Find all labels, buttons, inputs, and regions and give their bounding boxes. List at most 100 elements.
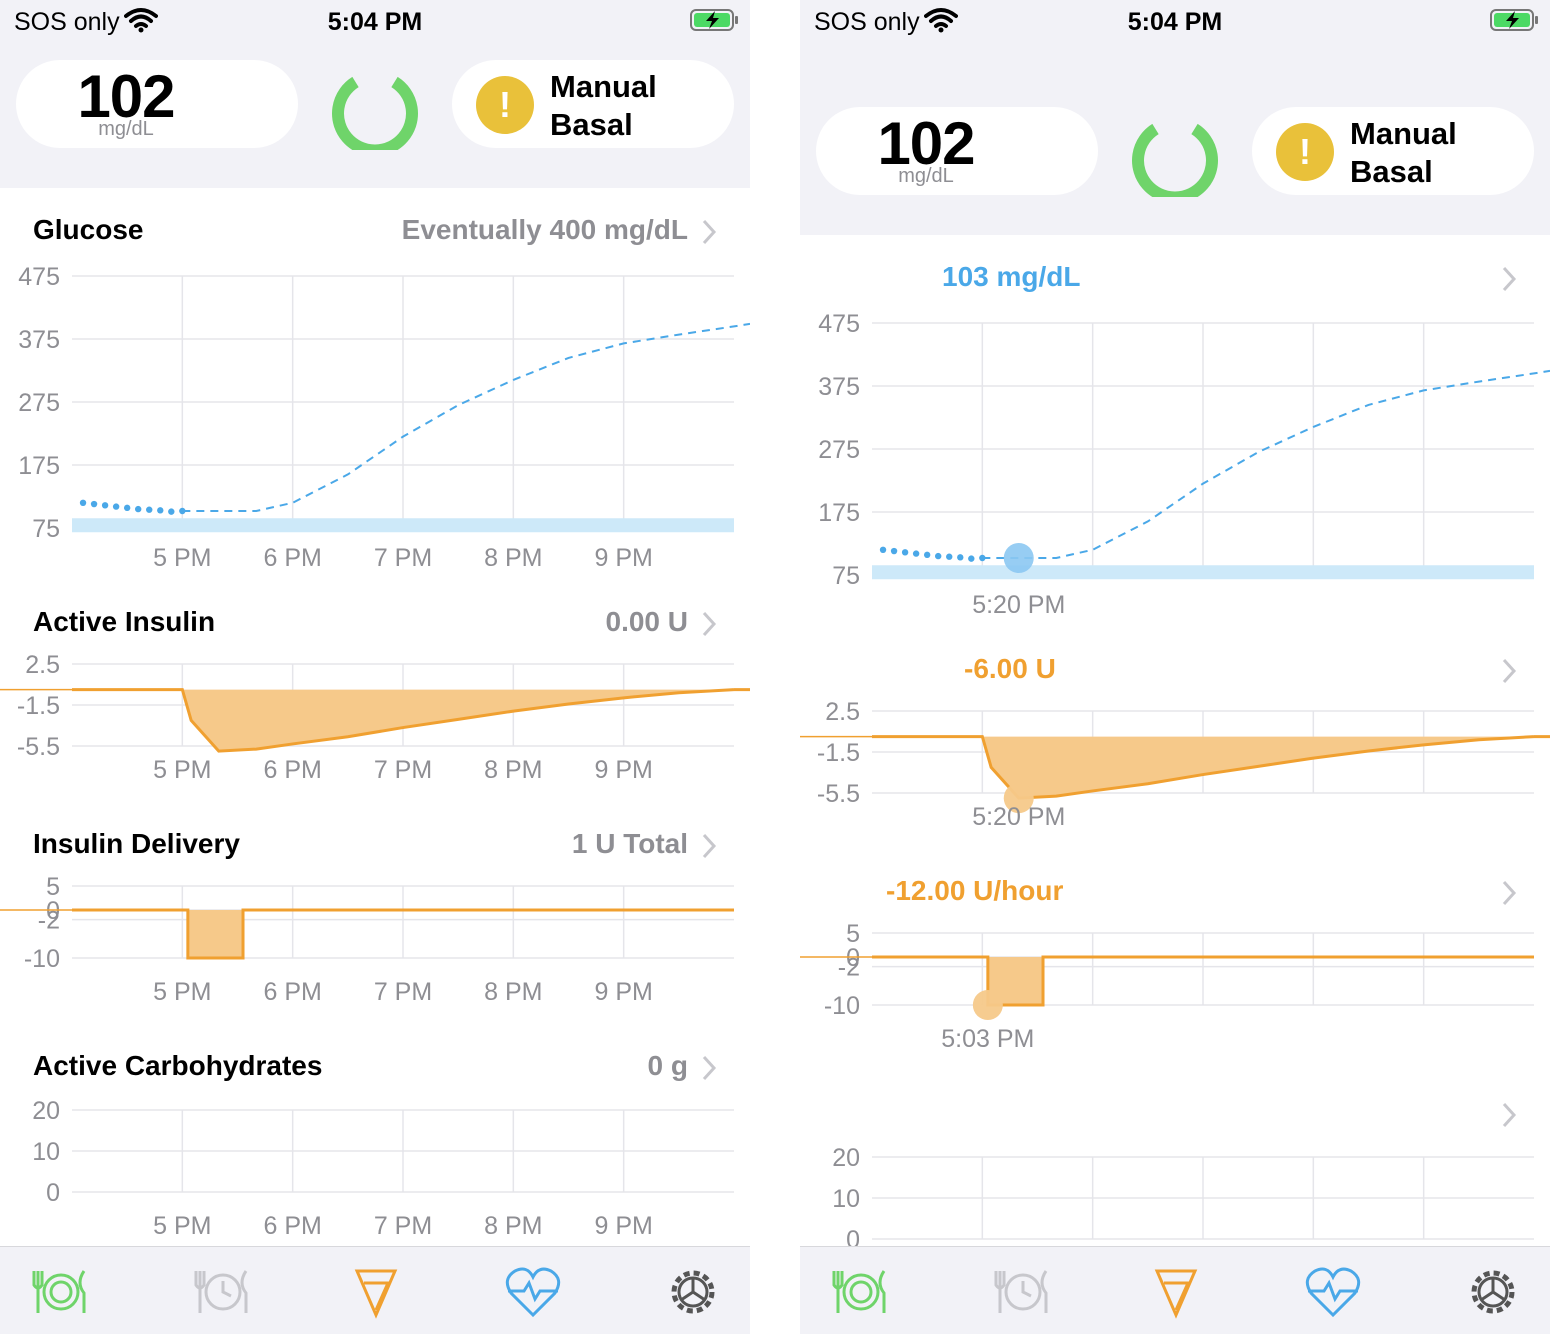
y-tick-label: 10 (832, 1185, 860, 1213)
x-tick-label: 7 PM (374, 544, 432, 572)
chevron-right-icon[interactable] (1500, 265, 1518, 293)
x-tick-label: 5 PM (153, 544, 211, 572)
pump-status-line2: Basal (550, 107, 633, 142)
y-tick-label: -10 (24, 945, 60, 973)
selected-delivery-value[interactable]: -12.00 U/hour (886, 875, 1064, 906)
selection-indicator (1003, 783, 1034, 814)
alert-icon: ! (1276, 123, 1334, 181)
tab-bar (0, 1246, 750, 1334)
selected-glucose-value[interactable]: 103 mg/dL (942, 261, 1081, 292)
active-insulin-value[interactable]: 0.00 U (605, 606, 689, 637)
x-tick-label: 9 PM (594, 756, 652, 784)
glucose-unit: mg/dL (98, 118, 154, 140)
insulin-delivery-value[interactable]: 1 U Total (571, 828, 688, 859)
glucose-chart[interactable]: 475 375 275 175 75 5:20 PM (800, 311, 1550, 621)
bolus-icon[interactable] (347, 1263, 405, 1321)
y-tick-label: 275 (18, 389, 60, 417)
prebolus-icon[interactable] (994, 1263, 1052, 1321)
selected-time-label: 5:03 PM (941, 1025, 1034, 1053)
y-tick-label: -1.5 (17, 692, 60, 720)
heart-icon[interactable] (1304, 1263, 1362, 1321)
heart-icon[interactable] (504, 1263, 562, 1321)
x-tick-label: 5 PM (153, 756, 211, 784)
eventual-glucose-value[interactable]: Eventually 400 mg/dL (401, 214, 688, 245)
y-tick-label: 2.5 (25, 654, 60, 679)
x-tick-label: 8 PM (484, 1212, 542, 1240)
loop-status-icon[interactable] (1130, 107, 1220, 197)
x-tick-label: 8 PM (484, 756, 542, 784)
y-tick-label: 475 (18, 264, 60, 291)
carb-entry-icon[interactable] (832, 1263, 890, 1321)
area-line (72, 908, 734, 960)
y-tick-label: -10 (824, 992, 860, 1020)
glucose-prediction-line (182, 322, 750, 512)
gear-icon[interactable] (1464, 1263, 1522, 1321)
pump-status-label: Manual Basal (1350, 115, 1457, 191)
x-tick-label: 6 PM (263, 756, 321, 784)
x-tick-label: 7 PM (374, 978, 432, 1006)
area-line (872, 735, 1535, 800)
glucose-pill[interactable]: 102 mg/dL (16, 60, 298, 148)
active-insulin-chart[interactable]: 2.5 -1.5 -5.5 5 PM 6 PM 7 PM 8 PM 9 PM (0, 654, 750, 794)
y-tick-label: 10 (32, 1138, 60, 1166)
insulin-delivery-chart[interactable]: 50-2 -10 5:03 PM (800, 923, 1550, 1063)
active-carbs-value[interactable]: 0 g (647, 1050, 688, 1081)
glucose-reading-point (946, 553, 953, 560)
y-tick-label: 0 (846, 1226, 860, 1246)
x-tick-label: 7 PM (374, 756, 432, 784)
gear-icon[interactable] (664, 1263, 722, 1321)
pump-status-pill[interactable]: ! Manual Basal (452, 60, 734, 148)
active-carbs-chart[interactable]: 20 10 0 5 PM 6 PM 7 PM 8 PM 9 PM (0, 1098, 750, 1246)
glucose-section-title: Glucose (33, 214, 144, 245)
x-tick-label: 6 PM (263, 1212, 321, 1240)
chevron-right-icon[interactable] (1500, 657, 1518, 685)
chevron-right-icon[interactable] (700, 1054, 718, 1082)
glucose-prediction-line (982, 369, 1550, 559)
loop-status-icon[interactable] (330, 60, 420, 150)
active-carbs-title: Active Carbohydrates (33, 1050, 323, 1081)
area-fill (872, 957, 1534, 1005)
carb-entry-icon[interactable] (32, 1263, 90, 1321)
chevron-right-icon[interactable] (700, 610, 718, 638)
phone-screen-right: SOS only 5:04 PM 102 mg/dL ! Manual Basa (800, 0, 1550, 1334)
y-tick-label: 175 (818, 499, 860, 527)
area-fill (72, 910, 734, 958)
chevron-right-icon[interactable] (700, 832, 718, 860)
y-tick-label: 375 (18, 326, 60, 354)
glucose-chart[interactable]: 475 375 275 175 75 5 PM 6 PM 7 PM 8 PM 9 PM (0, 264, 750, 574)
current-glucose-value: 102 (77, 63, 175, 130)
x-tick-label: 6 PM (263, 544, 321, 572)
y-tick-label: -2 (838, 954, 860, 982)
y-tick-label: -2 (38, 907, 60, 935)
x-tick-label: 6 PM (263, 978, 321, 1006)
active-carbs-chart[interactable]: 20 10 0 (800, 1145, 1550, 1246)
glucose-reading-point (157, 507, 164, 514)
y-tick-label: -5.5 (17, 733, 60, 761)
target-range-band (872, 565, 1534, 580)
x-tick-label: 9 PM (594, 1212, 652, 1240)
glucose-reading-point (123, 504, 131, 512)
chevron-right-icon[interactable] (700, 218, 718, 246)
pump-status-line1: Manual (550, 69, 657, 104)
active-insulin-chart[interactable]: 2.5 -1.5 -5.5 5:20 PM (800, 701, 1550, 841)
pump-status-line1: Manual (1350, 116, 1457, 151)
carrier-label: SOS only (14, 8, 120, 36)
battery-charging-icon (690, 9, 738, 31)
selected-insulin-value[interactable]: -6.00 U (964, 653, 1056, 684)
hud: 102 mg/dL ! Manual Basal (0, 44, 750, 188)
x-tick-label: 9 PM (594, 544, 652, 572)
glucose-reading-point (923, 551, 931, 559)
y-tick-label: -1.5 (817, 739, 860, 767)
y-tick-label: -5.5 (817, 780, 860, 808)
prebolus-icon[interactable] (194, 1263, 252, 1321)
selection-indicator (1003, 542, 1034, 573)
chevron-right-icon[interactable] (1500, 1101, 1518, 1129)
insulin-delivery-title: Insulin Delivery (33, 828, 240, 859)
selected-time-label: 5:20 PM (972, 591, 1065, 619)
pump-status-pill[interactable]: ! Manual Basal (1252, 107, 1534, 195)
insulin-delivery-chart[interactable]: 50-2 -10 5 PM 6 PM 7 PM 8 PM 9 PM (0, 876, 750, 1016)
chevron-right-icon[interactable] (1500, 879, 1518, 907)
bolus-icon[interactable] (1147, 1263, 1205, 1321)
glucose-reading-point (979, 554, 986, 562)
glucose-pill[interactable]: 102 mg/dL (816, 107, 1098, 195)
